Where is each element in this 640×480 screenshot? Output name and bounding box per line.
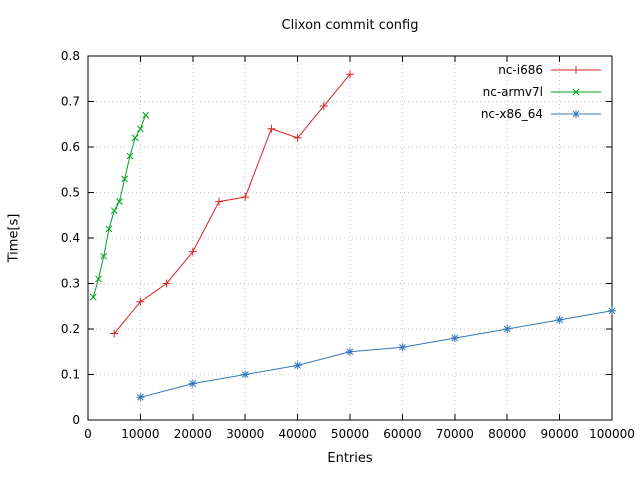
x-tick-label: 100000 [589,427,635,441]
legend-label-nc-i686: nc-i686 [498,63,543,77]
cross-marker [137,125,144,133]
plus-marker [188,247,197,256]
plus-marker [110,329,119,338]
plus-marker [267,124,276,133]
y-tick-label: 0.5 [61,186,80,200]
x-tick-label: 70000 [436,427,474,441]
plus-marker [162,279,171,288]
asterisk-marker [608,306,616,315]
chart-title: Clixon commit config [281,18,419,33]
asterisk-marker [398,343,407,352]
asterisk-marker [503,325,512,333]
plus-marker [293,133,302,142]
series-line [113,73,351,334]
y-tick-label: 0.2 [61,322,80,336]
x-axis-title: Entries [327,451,373,466]
asterisk-marker [136,393,145,402]
plus-marker [319,102,328,111]
legend-label-nc-armv7l: nc-armv7l [483,85,543,99]
asterisk-marker [293,361,302,370]
x-tick-label: 10000 [121,427,159,441]
asterisk-marker [450,334,459,343]
cross-marker [95,275,102,283]
legend-sample-asterisk-marker [572,110,580,118]
asterisk-marker [188,379,197,388]
y-tick-label: 0.3 [61,277,80,291]
y-tick-label: 0.1 [61,368,80,382]
tick-labels: 0 10000 20000 30000 40000 50000 60000 70000 8000… [61,49,635,441]
legend-sample-cross-marker [572,88,580,96]
x-tick-label: 80000 [488,427,526,441]
x-tick-label: 50000 [331,427,369,441]
plot-border [87,55,613,421]
series-nc-i686 [110,70,354,338]
series-nc-x86_64 [136,306,616,402]
cross-marker [116,198,123,205]
series-nc-armv7l [89,111,149,301]
x-tick-label: 90000 [541,427,579,441]
cross-marker [110,207,118,215]
y-tick-label: 0.4 [61,231,80,245]
plus-marker [136,297,145,306]
cross-marker [89,293,97,301]
x-tick-label: 60000 [383,427,421,441]
x-tick-label: 30000 [226,427,264,441]
legend: nc-i686 nc-armv7l nc-x86_64 [481,63,601,121]
cross-marker [131,134,139,142]
cross-marker [100,252,108,260]
legend-sample-plus-marker [572,66,580,74]
y-tick-label: 0 [72,413,80,427]
x-tick-label: 40000 [279,427,317,441]
legend-label-nc-x86_64: nc-x86_64 [481,107,543,121]
asterisk-marker [555,315,564,324]
cross-marker [142,111,149,119]
y-tick-label: 0.8 [61,49,80,63]
y-tick-label: 0.7 [61,95,80,109]
plus-marker [215,197,223,206]
series-line [92,114,147,298]
plus-marker [241,193,250,202]
series-line [140,310,613,398]
x-tick-label: 20000 [174,427,212,441]
asterisk-marker [241,370,250,379]
asterisk-marker [346,347,354,356]
plus-marker [346,70,354,79]
cross-marker [105,225,113,233]
cross-marker [126,152,134,160]
y-tick-label: 0.6 [61,140,80,154]
x-tick-label: 0 [84,427,92,441]
cross-marker [121,175,129,183]
